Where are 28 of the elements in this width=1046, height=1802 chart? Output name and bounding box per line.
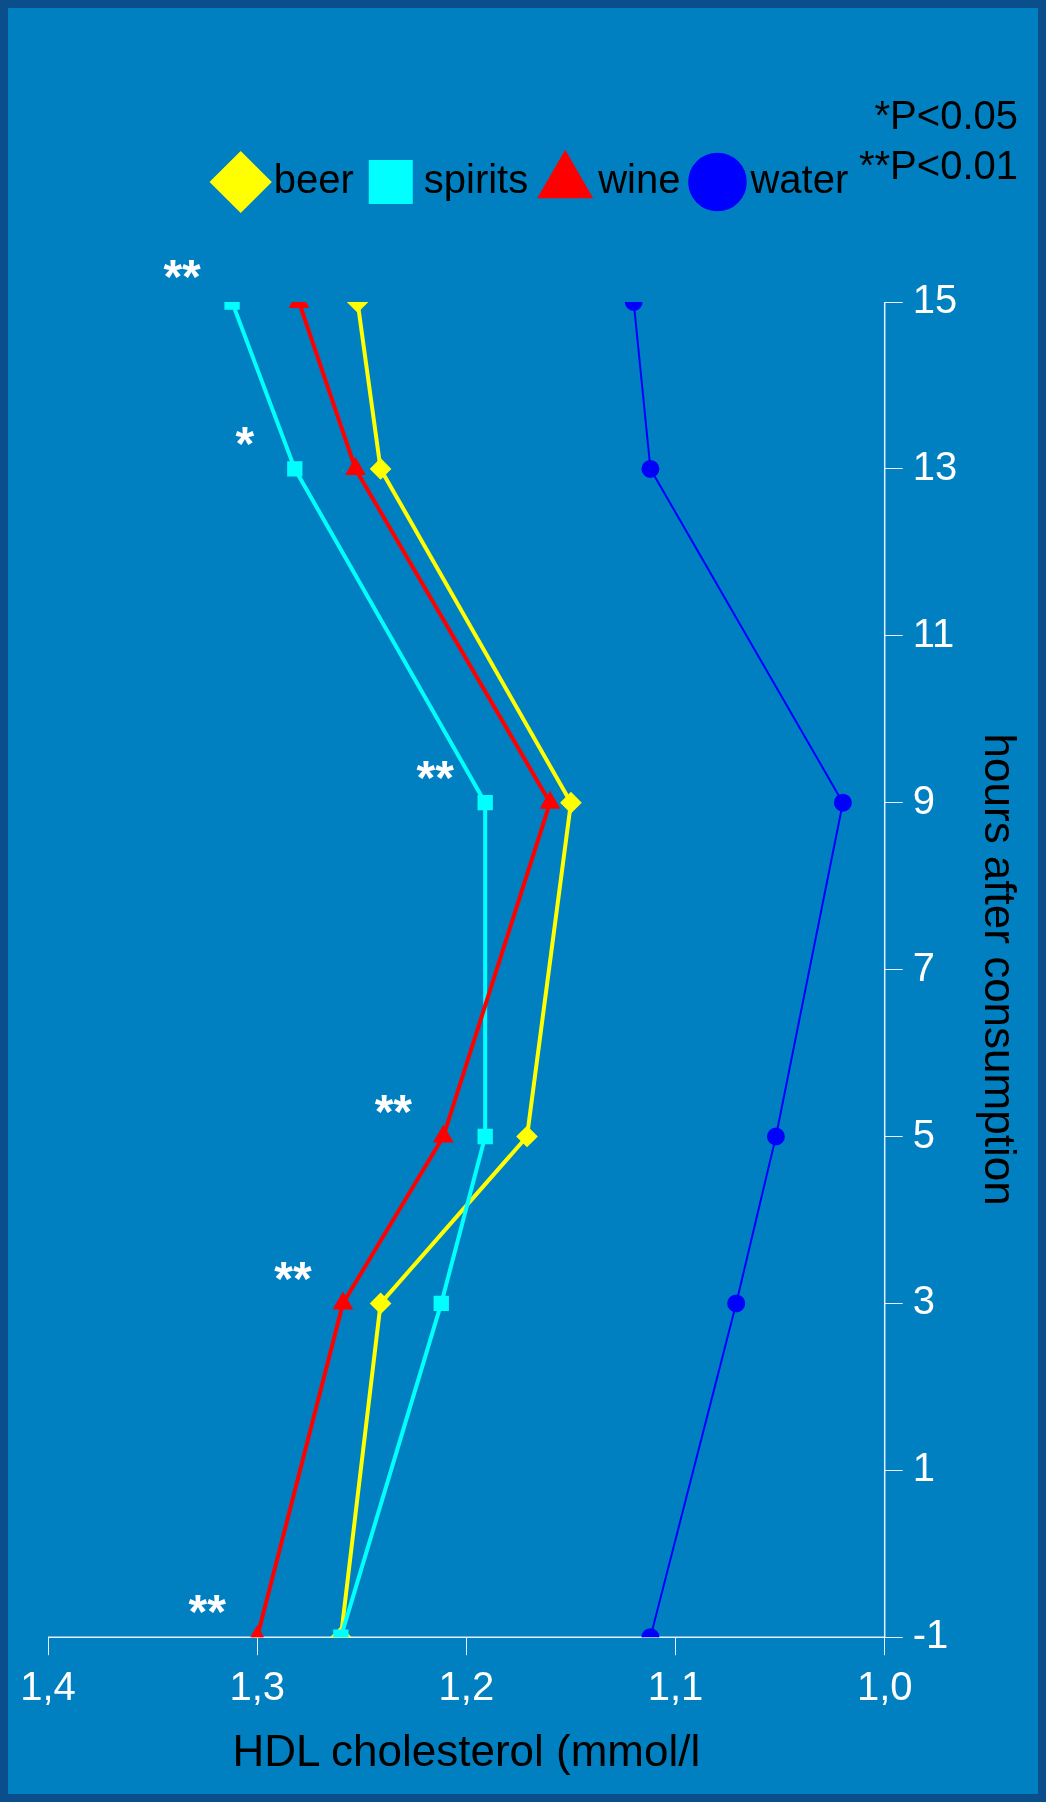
x-tick-label: 1,1 [647, 1664, 704, 1709]
legend-label: spirits [423, 157, 529, 202]
annotation: * [235, 417, 255, 471]
y-tick-label: 11 [912, 610, 955, 655]
y-tick-label: 1 [912, 1445, 935, 1490]
y-tick-label: 13 [912, 443, 958, 488]
y-tick-label: 7 [912, 944, 935, 989]
annotation: ** [188, 1585, 227, 1639]
y-tick-label: 9 [912, 777, 935, 822]
legend-label: wine [597, 157, 681, 202]
y-tick-label: -1 [912, 1612, 949, 1657]
annotation: ** [163, 250, 202, 304]
y-tick-label: 15 [912, 277, 958, 322]
legend-label: beer [273, 157, 354, 202]
annotation: ** [416, 750, 455, 804]
x-axis-title: HDL cholesterol (mmol/l [232, 1725, 701, 1775]
x-tick-label: 1,4 [20, 1664, 76, 1709]
x-tick-label: 1,2 [438, 1664, 495, 1709]
text: **P<0.01 [858, 143, 1018, 188]
annotation: ** [374, 1084, 413, 1138]
text: *P<0.05 [874, 93, 1018, 138]
y-axis-title: hours after consumption [976, 733, 1026, 1206]
x-tick-label: 1,3 [229, 1664, 285, 1709]
legend-label: water [749, 157, 849, 202]
y-tick-label: 3 [912, 1278, 935, 1323]
annotation: ** [274, 1251, 312, 1305]
y-tick-label: 5 [912, 1111, 935, 1156]
x-tick-label: 1,0 [856, 1664, 913, 1709]
